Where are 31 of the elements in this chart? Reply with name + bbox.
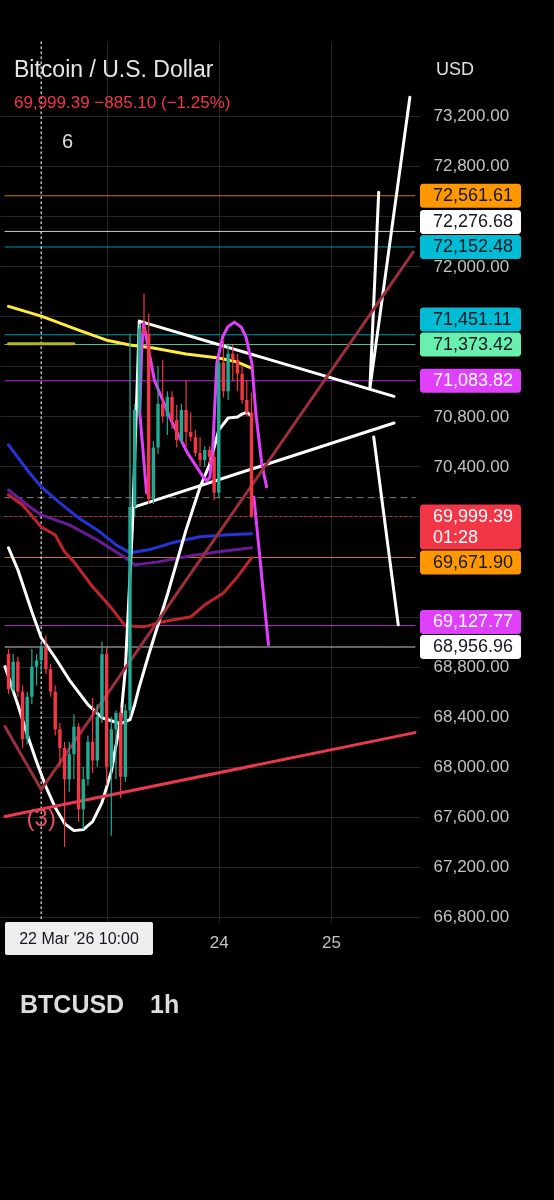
- ref-line-label: 71,451.11: [433, 308, 512, 329]
- text: 69,999.39 −885.10 (−1.25%): [14, 93, 231, 112]
- y-tick-label: 68,800.00: [433, 657, 510, 677]
- ref-line-label: 69,127.77: [433, 610, 514, 631]
- y-tick-label: 67,600.00: [433, 807, 510, 827]
- y-tick-label: 66,800.00: [433, 907, 510, 927]
- x-tick-label: 24: [209, 932, 229, 952]
- ref-line-label: 68,956.96: [433, 635, 514, 656]
- y-tick-label: 73,200.00: [433, 106, 510, 126]
- ref-line-label: 71,083.82: [433, 369, 514, 390]
- y-tick-label: 68,400.00: [433, 707, 510, 727]
- annotation: (3): [26, 804, 56, 832]
- ref-line-label: 69,999.39 01:28: [433, 505, 514, 547]
- text: 1h: [150, 990, 180, 1018]
- y-tick-label: 68,000.00: [433, 757, 510, 777]
- ref-line-label: 72,561.61: [433, 184, 514, 205]
- y-tick-label: 72,000.00: [433, 256, 510, 276]
- ref-line-label: 22 Mar '26 10:00: [19, 929, 139, 947]
- x-tick-label: 25: [321, 932, 341, 952]
- annotation: 6: [62, 130, 74, 152]
- text: USD: [436, 59, 475, 79]
- ref-line-label: 72,152.48: [433, 235, 514, 256]
- ref-line-label: 72,276.68: [433, 210, 514, 231]
- ref-line-label: 71,373.42: [433, 333, 514, 354]
- text: BTCUSD: [20, 990, 125, 1018]
- y-tick-label: 67,200.00: [433, 857, 510, 877]
- ref-line-label: 69,671.90: [433, 551, 514, 572]
- y-tick-label: 72,800.00: [433, 156, 510, 176]
- y-tick-label: 70,800.00: [433, 406, 510, 426]
- text: Bitcoin / U.S. Dollar: [14, 56, 214, 82]
- y-tick-label: 70,400.00: [433, 456, 510, 476]
